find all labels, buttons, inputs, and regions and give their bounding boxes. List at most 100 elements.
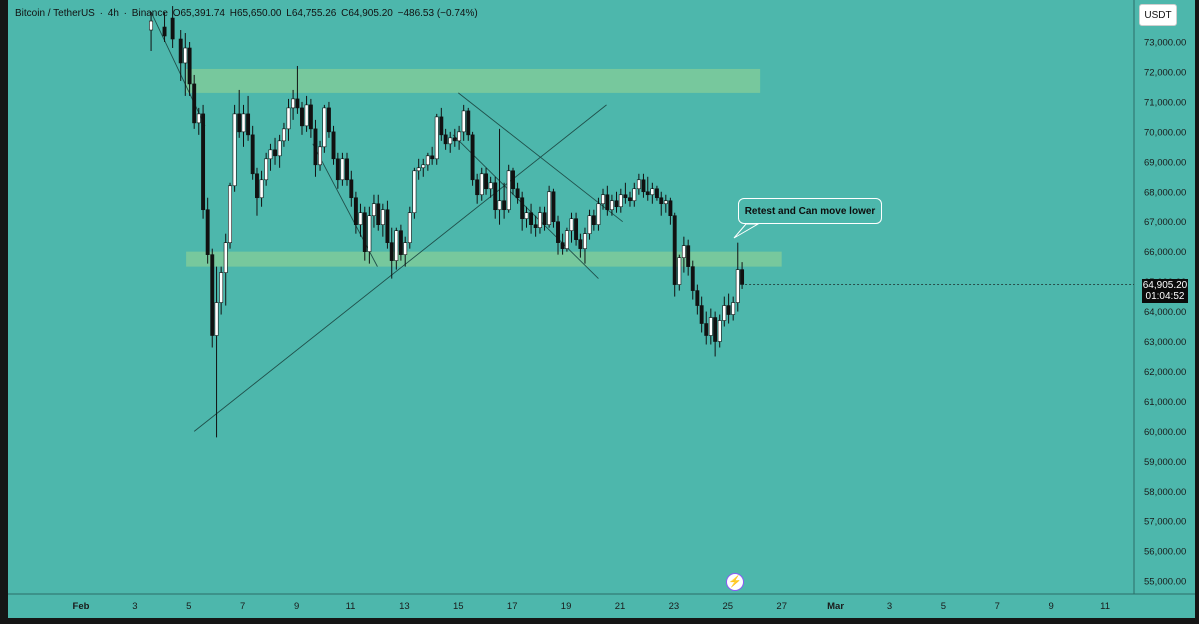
candle [650,182,655,204]
candle [219,266,224,315]
trendline-4[interactable] [452,134,599,279]
annotation-callout[interactable]: Retest and Can move lower [738,198,882,224]
candle-body [228,185,232,243]
candle-body [430,155,435,160]
candle [273,137,277,165]
candle-body [192,83,197,124]
candle [663,194,668,213]
candle [479,167,484,201]
candle-body [695,290,700,306]
candle [345,152,349,186]
candle-body [704,323,709,336]
candle-body [457,131,462,142]
candle-body [668,200,673,217]
candle-body [162,26,167,37]
candle [223,233,228,306]
candle [277,134,282,168]
candle-body [609,200,614,211]
candle-body [479,173,484,196]
candle [376,194,381,231]
candle-body [636,179,641,190]
y-tick-label: 67,000.00 [1144,217,1186,228]
candle-body [569,218,574,231]
x-tick-label: 15 [453,601,464,612]
candle [349,170,354,207]
candle [547,185,552,228]
candle-body [241,113,246,133]
candle-body [232,113,237,187]
candle [259,170,264,207]
candle-body [618,194,623,208]
candle-body [681,245,686,258]
candle-body [484,173,489,190]
candle-body [578,239,583,249]
candle [609,194,614,216]
x-tick-label: 21 [615,601,626,612]
last-price-value: 64,905.20 [1142,280,1188,291]
legend-symbol[interactable]: Bitcoin / TetherUS [15,8,95,19]
x-tick-label: 5 [186,601,191,612]
candle [524,206,529,228]
x-tick-label: 9 [1049,601,1054,612]
candle-body [349,179,354,199]
candle [448,131,453,153]
candle [605,185,610,216]
candle-body [421,164,426,169]
candle [340,152,345,186]
candle [601,188,605,210]
price-zone-1[interactable] [186,68,761,93]
trendline-5[interactable] [458,92,623,223]
candle-body [358,212,363,225]
candle [304,95,309,132]
candle [196,107,201,135]
candle-body [295,98,300,109]
candle-body [708,317,713,336]
candle [533,215,538,237]
candle [695,284,700,315]
candle-body [331,131,336,160]
candle-body [434,116,439,160]
candle [398,224,403,261]
candle-body [547,191,552,225]
y-tick-label: 61,000.00 [1144,397,1186,408]
candle-body [367,215,372,252]
candle [430,146,435,165]
candle-body [340,158,345,181]
candle [457,125,462,150]
y-tick-label: 58,000.00 [1144,487,1186,498]
candle-body [628,197,632,202]
candle-body [277,140,282,157]
candle-body [726,305,731,315]
candle [668,197,673,225]
candle [331,125,336,165]
candle [394,227,399,270]
candle-body [187,47,192,85]
candle [654,185,659,201]
candle-body [511,170,515,190]
x-tick-label: 17 [507,601,518,612]
y-tick-label: 68,000.00 [1144,187,1186,198]
candle-body [201,113,206,211]
candle [295,65,300,114]
trendline-1[interactable] [193,104,607,432]
time-axis-area[interactable] [8,594,1195,618]
x-tick-label: 19 [561,601,572,612]
candle [542,206,547,231]
candle-body [587,215,592,234]
x-tick-label: Mar [827,601,844,612]
candle-body [196,113,201,124]
candle [385,200,390,249]
price-zone-2[interactable] [186,251,782,267]
candle [569,212,574,243]
candle-body [291,98,296,109]
candle [268,143,273,171]
lightning-bolt-icon[interactable]: ⚡ [726,573,744,591]
candle [162,12,167,42]
candle-body [219,272,224,303]
candle [497,128,502,225]
x-tick-label: 5 [941,601,946,612]
candle-body [246,113,251,136]
currency-button[interactable]: USDT [1139,4,1177,26]
y-tick-label: 60,000.00 [1144,427,1186,438]
